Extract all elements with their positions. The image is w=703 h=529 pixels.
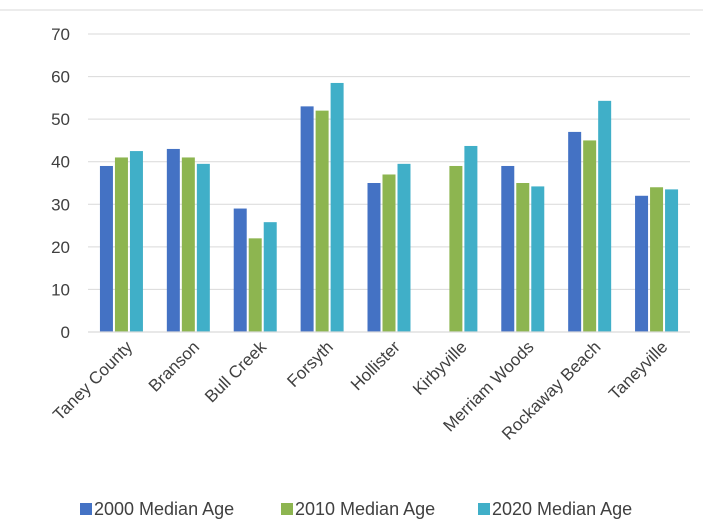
y-tick-label: 20 bbox=[51, 238, 70, 257]
bars bbox=[99, 82, 679, 332]
bar bbox=[196, 163, 210, 332]
bar bbox=[501, 165, 515, 332]
bar bbox=[568, 131, 582, 332]
y-tick-label: 30 bbox=[51, 195, 70, 214]
bar bbox=[382, 174, 396, 332]
x-category-label: Forsyth bbox=[283, 337, 337, 391]
x-category-label: Hollister bbox=[347, 337, 404, 394]
bar bbox=[300, 106, 314, 332]
legend-swatch bbox=[478, 503, 490, 515]
bar bbox=[181, 157, 195, 332]
legend-swatch bbox=[80, 503, 92, 515]
bar bbox=[598, 100, 612, 332]
bar bbox=[114, 157, 128, 332]
y-tick-label: 10 bbox=[51, 280, 70, 299]
x-category-label: Taney County bbox=[49, 337, 136, 424]
bar bbox=[129, 151, 143, 332]
bar bbox=[516, 183, 530, 332]
bar bbox=[650, 187, 664, 332]
y-axis-tick-labels: 0 10 20 30 40 50 60 70 bbox=[51, 25, 70, 342]
bar bbox=[99, 165, 113, 332]
legend: 2000 Median Age 2010 Median Age 2020 Media… bbox=[80, 499, 632, 519]
x-category-label: Kirbyville bbox=[409, 337, 471, 399]
bar bbox=[635, 195, 649, 332]
bar bbox=[248, 238, 262, 332]
bar bbox=[397, 163, 411, 332]
y-tick-label: 50 bbox=[51, 110, 70, 129]
bar bbox=[583, 140, 597, 332]
y-tick-label: 0 bbox=[61, 323, 70, 342]
bar bbox=[367, 183, 381, 332]
bar bbox=[233, 208, 247, 332]
bar bbox=[531, 186, 545, 332]
bar bbox=[665, 189, 679, 332]
bar bbox=[330, 82, 344, 332]
x-category-label: Bull Creek bbox=[201, 337, 270, 406]
bar bbox=[464, 145, 478, 332]
y-tick-label: 60 bbox=[51, 68, 70, 87]
legend-label: 2020 Median Age bbox=[492, 499, 632, 519]
x-category-label: Taneyville bbox=[605, 337, 671, 403]
bar bbox=[449, 165, 463, 332]
bar bbox=[166, 148, 180, 332]
y-tick-label: 40 bbox=[51, 153, 70, 172]
y-tick-label: 70 bbox=[51, 25, 70, 44]
legend-label: 2000 Median Age bbox=[94, 499, 234, 519]
legend-label: 2010 Median Age bbox=[295, 499, 435, 519]
x-category-label: Branson bbox=[145, 337, 203, 395]
bar bbox=[263, 222, 277, 332]
bar bbox=[315, 110, 329, 332]
legend-swatch bbox=[281, 503, 293, 515]
